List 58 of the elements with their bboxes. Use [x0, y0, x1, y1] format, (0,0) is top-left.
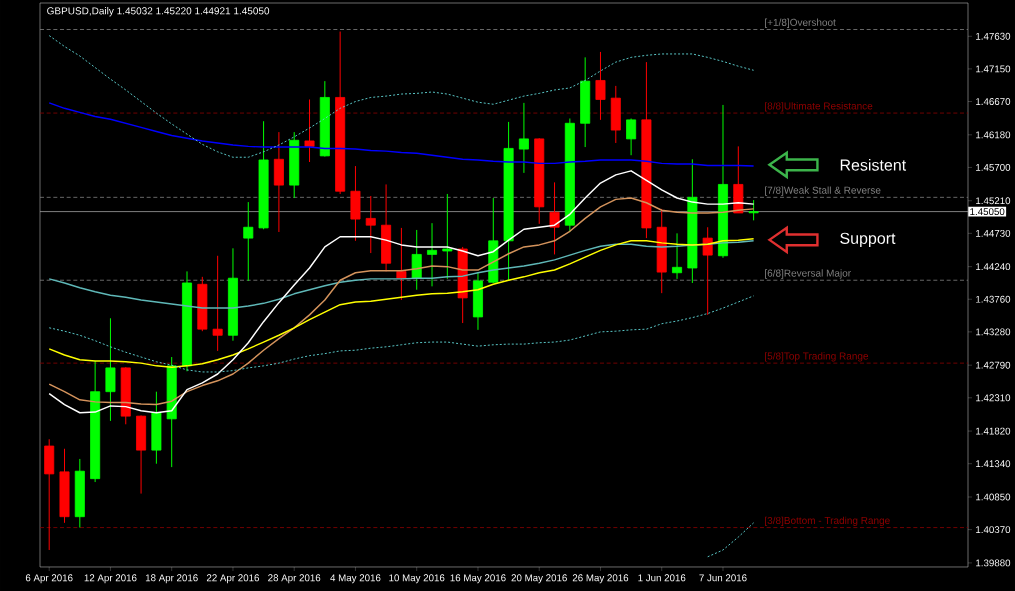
candlestick — [748, 199, 759, 221]
chart-title: GBPUSD,Daily 1.45032 1.45220 1.44921 1.45050 — [47, 7, 270, 17]
candlestick — [549, 181, 560, 255]
candlestick — [518, 102, 529, 174]
candlestick — [595, 51, 606, 121]
x-tick-label: 22 Apr 2016 — [206, 574, 260, 584]
candlestick — [442, 193, 453, 280]
y-tick-label: 1.47630 — [976, 32, 1011, 40]
x-tick-label: 12 Apr 2016 — [84, 574, 137, 584]
y-tick-label: 1.46180 — [976, 131, 1011, 139]
ref-line-label: 1.45050 — [970, 208, 1005, 216]
y-tick-label: 1.40850 — [976, 493, 1011, 501]
candlestick — [411, 229, 422, 291]
x-tick-label: 6 Apr 2016 — [25, 574, 73, 584]
line-series — [48, 238, 755, 368]
y-tick-label: 1.39880 — [976, 559, 1011, 567]
candlestick — [672, 232, 683, 280]
y-tick-label: 1.44240 — [976, 263, 1011, 271]
candlestick — [304, 98, 315, 163]
candlestick — [365, 195, 376, 254]
candlestick — [105, 317, 116, 422]
text: Resistent — [840, 158, 907, 171]
x-tick-label: 20 May 2016 — [511, 574, 567, 584]
ref-line-label: [8/8]Ultimate Resistance — [765, 102, 873, 112]
y-tick-label: 1.40370 — [976, 526, 1011, 534]
y-tick-label: 1.47150 — [976, 65, 1011, 73]
y-tick-label: 1.43280 — [976, 328, 1011, 336]
candlestick — [427, 222, 438, 287]
y-tick-label: 1.45700 — [976, 163, 1011, 171]
x-tick-label: 16 May 2016 — [450, 574, 506, 584]
x-tick-label: 26 May 2016 — [572, 574, 629, 584]
y-tick-label: 1.45210 — [976, 197, 1011, 205]
ref-line-label: [+1/8]Overshoot — [765, 18, 836, 28]
x-tick-label: 4 May 2016 — [330, 574, 381, 584]
candlestick — [212, 255, 223, 352]
candlestick — [702, 226, 713, 316]
ref-line-label: [6/8]Reversal Major — [765, 269, 851, 279]
y-tick-label: 1.42310 — [976, 394, 1011, 402]
x-tick-label: 10 May 2016 — [389, 574, 445, 584]
candlestick — [243, 201, 254, 282]
y-tick-label: 1.46670 — [976, 98, 1011, 105]
x-tick-label: 28 Apr 2016 — [268, 574, 321, 584]
text: Support — [840, 232, 896, 248]
line-series — [48, 295, 755, 373]
ref-line-label: [3/8]Bottom - Trading Range — [765, 516, 890, 526]
ref-line-label: [7/8]Weak Stall & Reverse — [765, 186, 881, 196]
x-tick-label: 7 Jun 2016 — [699, 574, 747, 582]
line-series — [707, 522, 755, 558]
x-tick-label: 1 Jun 2016 — [638, 574, 686, 582]
x-tick-label: 18 Apr 2016 — [145, 574, 198, 584]
y-tick-label: 1.44730 — [976, 229, 1011, 237]
y-tick-label: 1.43760 — [976, 295, 1011, 303]
candlestick — [396, 227, 407, 301]
candlestick — [626, 118, 637, 156]
y-tick-label: 1.41820 — [976, 427, 1011, 435]
y-tick-label: 1.42790 — [976, 361, 1011, 369]
y-tick-label: 1.41340 — [976, 460, 1011, 468]
ref-line-label: [5/8]Top Trading Range — [765, 352, 869, 362]
